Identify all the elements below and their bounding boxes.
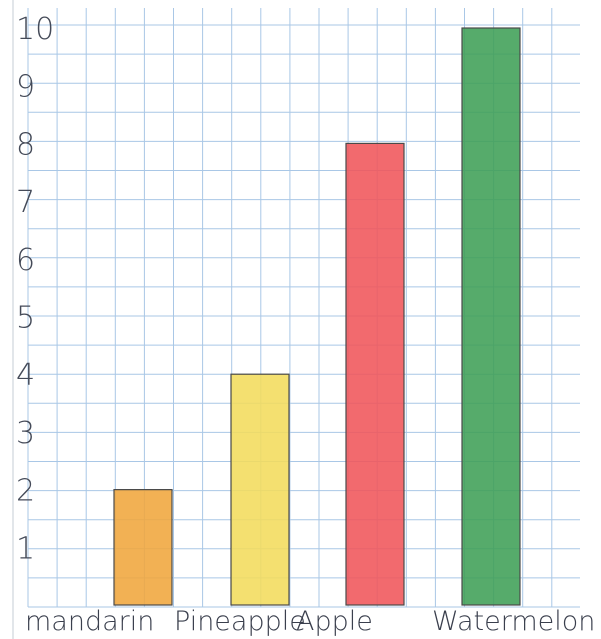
category-label: mandarin: [25, 606, 154, 637]
x-axis-category-labels: mandarin Pineapple Apple Watermelon: [25, 606, 595, 637]
category-label: Pineapple: [174, 606, 306, 637]
y-tick-label: 3: [16, 416, 35, 451]
y-axis-tick-labels: 1 2 3 4 5 6 7 8 9 10: [16, 12, 54, 566]
bar-pineapple: [230, 373, 290, 606]
y-tick-label: 5: [16, 301, 35, 336]
y-tick-label: 2: [16, 474, 35, 509]
y-tick-label: 4: [16, 358, 35, 393]
y-tick-label: 8: [16, 127, 35, 162]
y-tick-label: 10: [16, 12, 54, 47]
bar-watermelon: [461, 27, 521, 606]
y-tick-label: 6: [16, 243, 35, 278]
bar-apple: [345, 142, 405, 606]
bars: [113, 27, 521, 606]
y-tick-label: 1: [16, 531, 35, 566]
category-label: Apple: [296, 606, 373, 637]
y-tick-label: 9: [16, 70, 35, 105]
bar-mandarin: [113, 489, 173, 606]
category-label: Watermelon: [432, 606, 595, 637]
y-tick-label: 7: [16, 185, 35, 220]
